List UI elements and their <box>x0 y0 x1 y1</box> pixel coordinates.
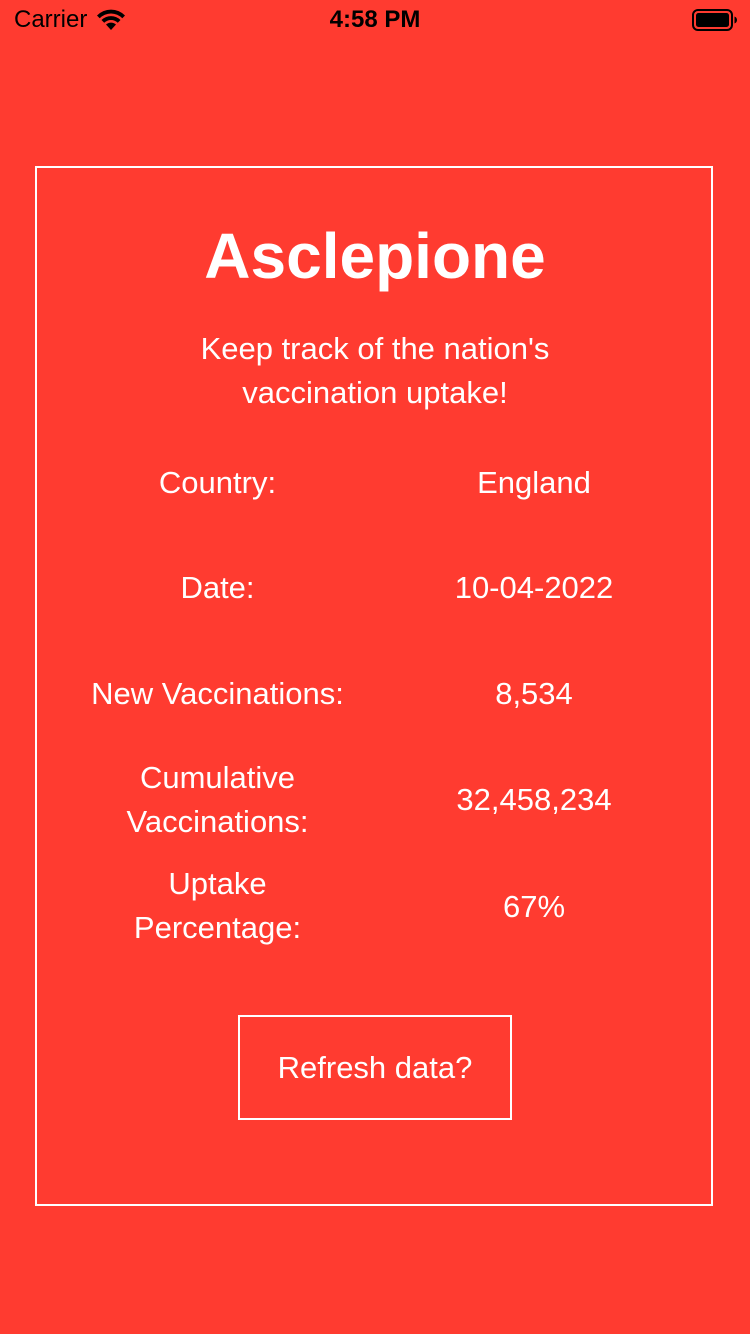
country-value: England <box>477 465 591 500</box>
status-bar: Carrier 4:58 PM <box>0 0 750 40</box>
tagline-line-2: vaccination uptake! <box>242 375 508 410</box>
cumulative-vaccinations-label: Cumulative Vaccinations: <box>60 756 375 844</box>
cumulative-label-line-2: Vaccinations: <box>126 804 309 839</box>
carrier-name: Carrier <box>14 6 88 33</box>
cumulative-vaccinations-value: 32,458,234 <box>456 782 612 817</box>
refresh-data-button[interactable]: Refresh data? <box>238 1015 512 1120</box>
battery-icon <box>692 9 737 31</box>
uptake-percentage-label: Uptake Percentage: <box>60 862 375 950</box>
tagline: Keep track of the nation's vaccination u… <box>125 327 625 415</box>
app-title: Asclepione <box>204 220 546 292</box>
new-vaccinations-value: 8,534 <box>495 676 573 711</box>
uptake-label-line-2: Percentage: <box>133 910 302 945</box>
new-vaccinations-label: New Vaccinations: <box>91 676 344 711</box>
uptake-label-line-1: Uptake <box>168 866 267 901</box>
status-time: 4:58 PM <box>329 6 421 33</box>
country-label: Country: <box>158 465 277 500</box>
date-label: Date: <box>180 570 255 605</box>
date-value: 10-04-2022 <box>454 570 614 605</box>
main-card <box>35 166 713 1206</box>
tagline-line-1: Keep track of the nation's <box>200 331 550 366</box>
uptake-percentage-value: 67% <box>502 889 566 924</box>
carrier-indicator: Carrier <box>14 6 127 34</box>
cumulative-label-line-1: Cumulative <box>139 760 296 795</box>
wifi-icon <box>97 9 126 30</box>
